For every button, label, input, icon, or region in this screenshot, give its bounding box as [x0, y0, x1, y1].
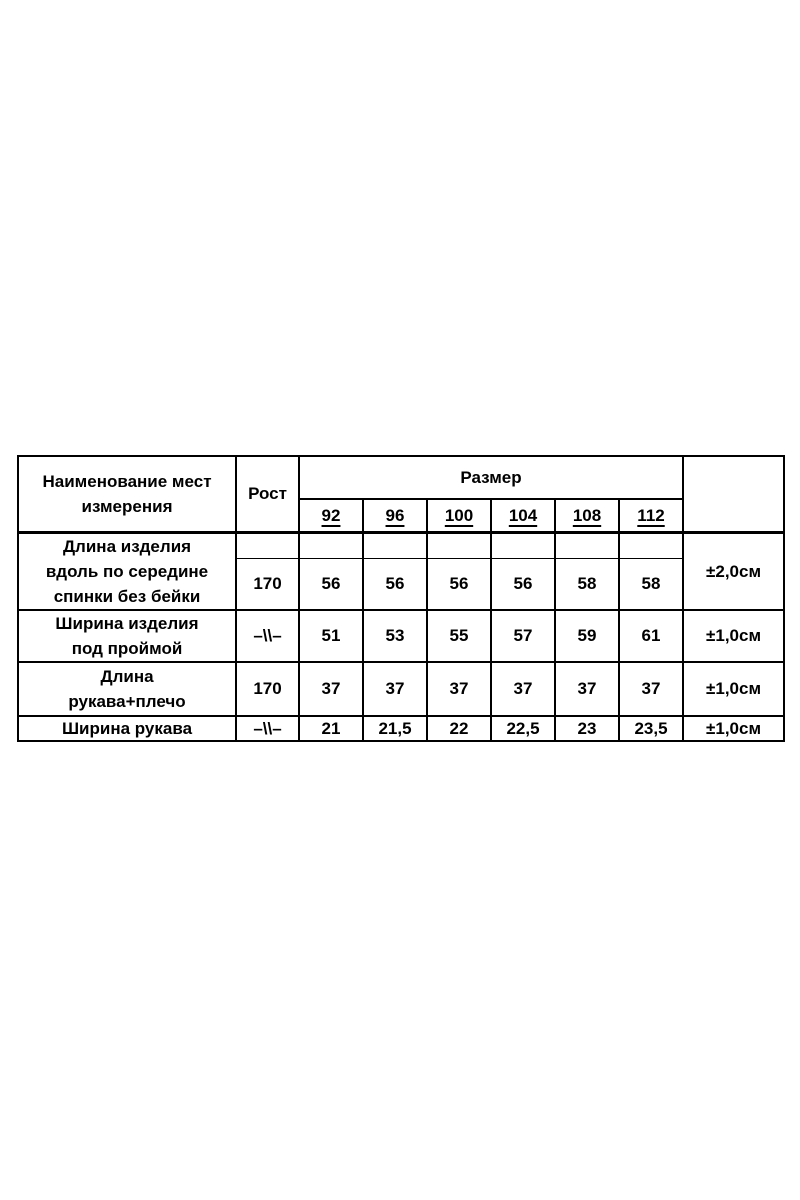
rost-value: –\\– [235, 609, 300, 663]
measure-value: 58 [554, 558, 620, 612]
measure-value: 21 [298, 715, 364, 742]
tolerance-sleeve-width: ±1,0см [682, 715, 786, 742]
table-row-width-armhole: Ширина изделия под проймой –\\– 51 53 55… [17, 609, 786, 663]
tolerance-length: ±2,0см [682, 531, 786, 611]
header-rost: Рост [235, 455, 300, 534]
measure-value: 51 [298, 609, 364, 663]
row-label-sleeve-width: Ширина рукава [17, 715, 237, 742]
measure-value: 58 [617, 558, 685, 612]
row-label-width-armhole: Ширина изделия под проймой [17, 609, 237, 663]
empty-sub-cell [426, 530, 492, 560]
size-header-96: 96 [362, 498, 428, 534]
size-header-92: 92 [298, 498, 364, 534]
size-header-108: 108 [554, 498, 620, 534]
table-row-sleeve-width: Ширина рукава –\\– 21 21,5 22 22,5 23 23… [17, 715, 786, 742]
measure-value: 37 [554, 661, 620, 717]
table-row-length-sub: Длина изделия вдоль по середине спинки б… [17, 530, 786, 611]
measure-value: 59 [554, 609, 620, 663]
empty-sub-cell [490, 530, 556, 560]
size-header-100: 100 [426, 498, 492, 534]
row-label-sleeve-length: Длина рукава+плечо [17, 661, 237, 717]
header-measurement-line-1: Наименование мест [42, 472, 212, 491]
measure-value: 56 [362, 558, 428, 612]
empty-sub-cell [617, 530, 685, 560]
measure-value: 55 [426, 609, 492, 663]
measure-value: 56 [426, 558, 492, 612]
measure-value: 53 [362, 609, 428, 663]
header-razmer: Размер [297, 455, 685, 500]
measure-value: 37 [617, 661, 685, 717]
header-row-top: Наименование мест измерения Рост Размер [17, 455, 786, 534]
header-row-sizes: 92 96 100 104 108 112 [18, 498, 784, 534]
measure-value: 37 [426, 661, 492, 717]
row-label-length: Длина изделия вдоль по середине спинки б… [17, 531, 237, 611]
header-measurement-line-2: измерения [81, 497, 173, 516]
measure-value: 57 [490, 609, 556, 663]
rost-value: 170 [235, 558, 300, 612]
table-row-sleeve-length: Длина рукава+плечо 170 37 37 37 37 37 37… [17, 661, 786, 717]
size-chart-table: Наименование мест измерения Рост Размер … [17, 455, 786, 742]
measure-value: 23,5 [617, 715, 685, 742]
measure-value: 21,5 [362, 715, 428, 742]
tolerance-sleeve-length: ±1,0см [682, 661, 786, 717]
empty-sub-cell [362, 530, 428, 560]
header-measurement-places: Наименование мест измерения [17, 455, 237, 534]
measure-value: 23 [554, 715, 620, 742]
table-row-length-values: 170 56 56 56 56 58 58 [18, 558, 784, 612]
tolerance-width-armhole: ±1,0см [682, 609, 786, 663]
empty-sub-cell [554, 530, 620, 560]
measure-value: 22 [426, 715, 492, 742]
measure-value: 37 [362, 661, 428, 717]
header-tolerance-empty [682, 455, 786, 534]
size-header-104: 104 [490, 498, 556, 534]
measure-value: 37 [298, 661, 364, 717]
measure-value: 61 [617, 609, 685, 663]
measure-value: 56 [298, 558, 364, 612]
empty-sub-cell [298, 530, 364, 560]
measure-value: 56 [490, 558, 556, 612]
size-header-112: 112 [617, 498, 685, 534]
measure-value: 37 [490, 661, 556, 717]
rost-value: –\\– [235, 715, 300, 742]
rost-value: 170 [235, 661, 300, 717]
measure-value: 22,5 [490, 715, 556, 742]
empty-sub-cell [235, 530, 300, 560]
